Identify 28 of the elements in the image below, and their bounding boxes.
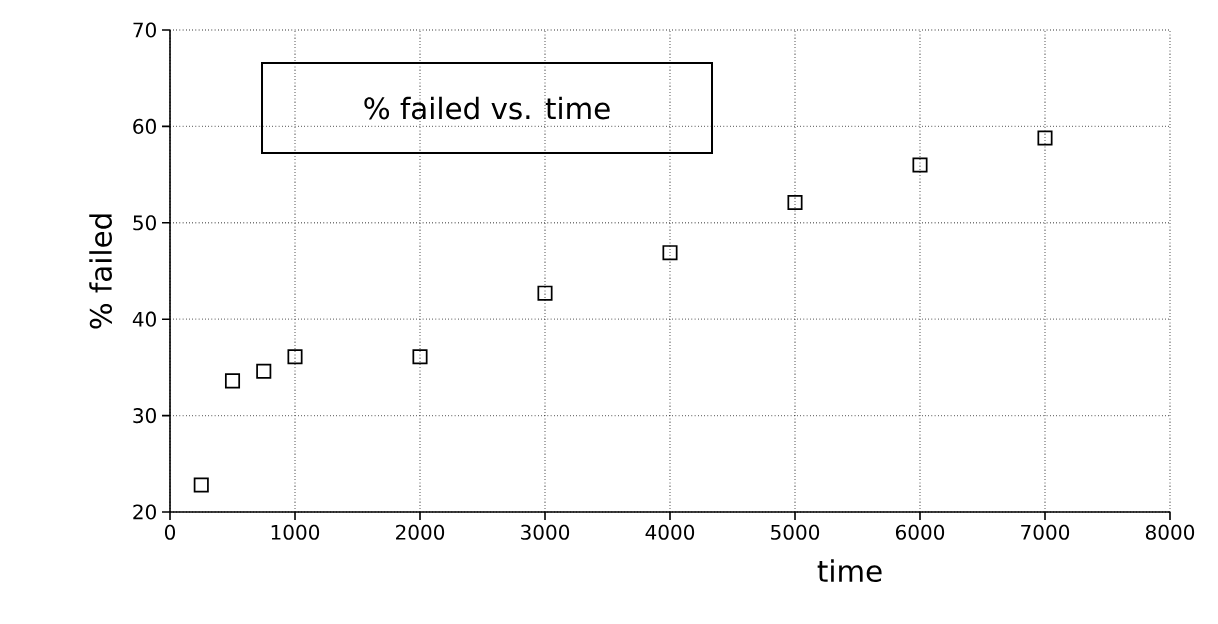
point	[412, 349, 428, 365]
x-tick-label: 0	[164, 524, 176, 540]
y-tick-label: 20	[133, 504, 156, 520]
x-tick-label: 1000	[271, 524, 320, 540]
point	[662, 245, 678, 261]
point	[787, 195, 803, 211]
point	[287, 349, 303, 365]
x-tick-label: 8000	[1145, 524, 1195, 540]
x-tick-label: 4000	[645, 524, 695, 540]
x-tick-label: 6000	[895, 524, 945, 540]
y-axis-title: % failed	[89, 214, 112, 329]
x-tick-label: 2000	[396, 524, 445, 540]
point	[256, 363, 272, 379]
y-tick-label: 70	[133, 22, 156, 38]
x-axis-title: time	[817, 559, 882, 583]
text: % failed vs. time	[364, 96, 610, 120]
point	[537, 285, 553, 301]
x-tick-label: 5000	[771, 524, 820, 540]
point	[224, 373, 241, 389]
y-tick-label: 50	[133, 215, 156, 231]
y-tick-label: 40	[132, 311, 156, 327]
y-tick-label: 60	[133, 118, 156, 134]
point	[912, 157, 928, 173]
x-tick-label: 7000	[1021, 524, 1070, 540]
point	[193, 477, 209, 493]
point	[1037, 130, 1053, 146]
x-tick-label: 3000	[521, 524, 570, 540]
y-tick-label: 30	[133, 408, 156, 424]
